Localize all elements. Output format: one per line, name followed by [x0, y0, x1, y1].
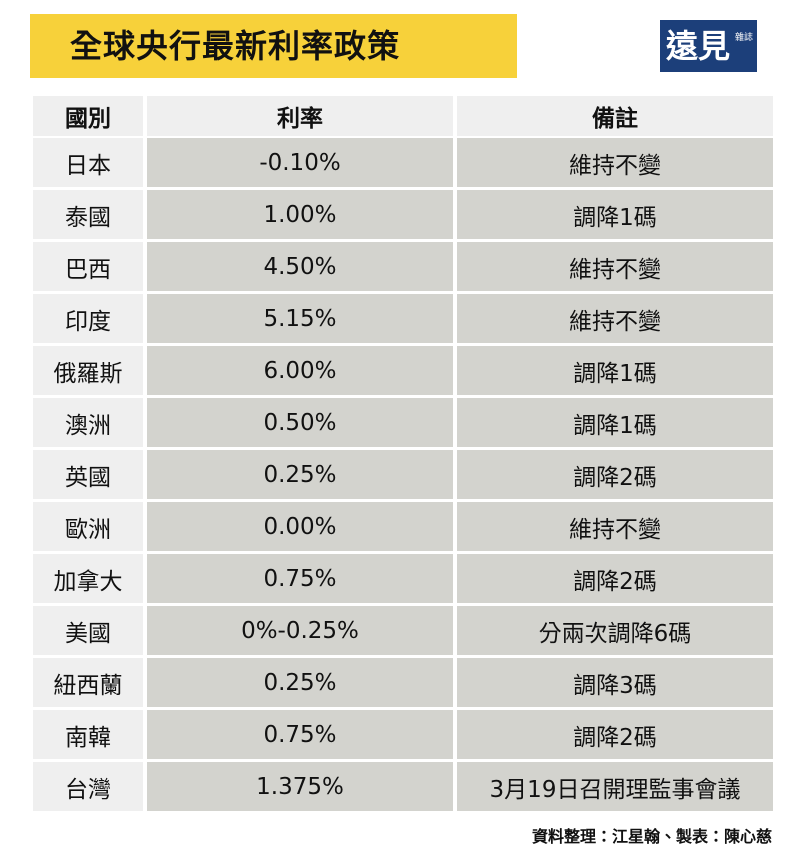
table-cell: 調降2碼: [457, 450, 773, 499]
column-header: 國別: [33, 96, 143, 136]
table-cell: 4.50%: [147, 242, 453, 291]
table-cell: 0%-0.25%: [147, 606, 453, 655]
table-row: 泰國 1.00% 調降1碼: [33, 190, 773, 239]
column-header: 備註: [457, 96, 773, 136]
table-row: 台灣 1.375% 3月19日召開理監事會議: [33, 762, 773, 811]
logo-text: 遠見: [666, 27, 731, 65]
logo: 遠見 雜誌: [660, 20, 757, 72]
table-row: 日本 -0.10% 維持不變: [33, 138, 773, 187]
table-cell: 印度: [33, 294, 143, 343]
table-cell: 1.375%: [147, 762, 453, 811]
table-cell: 維持不變: [457, 138, 773, 187]
table-cell: 3月19日召開理監事會議: [457, 762, 773, 811]
table-row: 歐洲 0.00% 維持不變: [33, 502, 773, 551]
table-row: 加拿大 0.75% 調降2碼: [33, 554, 773, 603]
table-cell: -0.10%: [147, 138, 453, 187]
table-cell: 南韓: [33, 710, 143, 759]
table-row: 澳洲 0.50% 調降1碼: [33, 398, 773, 447]
table-cell: 日本: [33, 138, 143, 187]
table-cell: 調降1碼: [457, 398, 773, 447]
table-cell: 台灣: [33, 762, 143, 811]
table-cell: 英國: [33, 450, 143, 499]
table-cell: 美國: [33, 606, 143, 655]
table-cell: 1.00%: [147, 190, 453, 239]
footer-credit: 資料整理：江星翰、製表：陳心慈: [531, 827, 772, 846]
title: 全球央行最新利率政策: [30, 14, 517, 78]
table-cell: 0.50%: [147, 398, 453, 447]
table-cell: 0.75%: [147, 710, 453, 759]
table-cell: 0.25%: [147, 658, 453, 707]
table-cell: 分兩次調降6碼: [457, 606, 773, 655]
table-cell: 0.00%: [147, 502, 453, 551]
table-cell: 0.25%: [147, 450, 453, 499]
table-cell: 澳洲: [33, 398, 143, 447]
table-cell: 調降2碼: [457, 710, 773, 759]
header-row: 國別 利率 備註: [33, 96, 773, 136]
table-cell: 0.75%: [147, 554, 453, 603]
table-cell: 5.15%: [147, 294, 453, 343]
column-header: 利率: [147, 96, 453, 136]
table-cell: 加拿大: [33, 554, 143, 603]
table-cell: 巴西: [33, 242, 143, 291]
table-row: 紐西蘭 0.25% 調降3碼: [33, 658, 773, 707]
table-cell: 泰國: [33, 190, 143, 239]
table-cell: 調降3碼: [457, 658, 773, 707]
table-cell: 調降1碼: [457, 346, 773, 395]
table: 國別 利率 備註 日本 -0.10% 維持不變 泰國 1.00% 調降1碼 巴西 4.50% 維持不變…: [33, 96, 773, 814]
table-cell: 維持不變: [457, 242, 773, 291]
table-cell: 維持不變: [457, 502, 773, 551]
table-cell: 俄羅斯: [33, 346, 143, 395]
table-cell: 調降1碼: [457, 190, 773, 239]
table-row: 美國 0%-0.25% 分兩次調降6碼: [33, 606, 773, 655]
table-row: 南韓 0.75% 調降2碼: [33, 710, 773, 759]
table-row: 俄羅斯 6.00% 調降1碼: [33, 346, 773, 395]
table-cell: 維持不變: [457, 294, 773, 343]
table-row: 英國 0.25% 調降2碼: [33, 450, 773, 499]
table-row: 印度 5.15% 維持不變: [33, 294, 773, 343]
table-cell: 6.00%: [147, 346, 453, 395]
table-row: 巴西 4.50% 維持不變: [33, 242, 773, 291]
logo-sub: 雜誌: [734, 33, 753, 43]
table-cell: 歐洲: [33, 502, 143, 551]
table-cell: 紐西蘭: [33, 658, 143, 707]
table-cell: 調降2碼: [457, 554, 773, 603]
